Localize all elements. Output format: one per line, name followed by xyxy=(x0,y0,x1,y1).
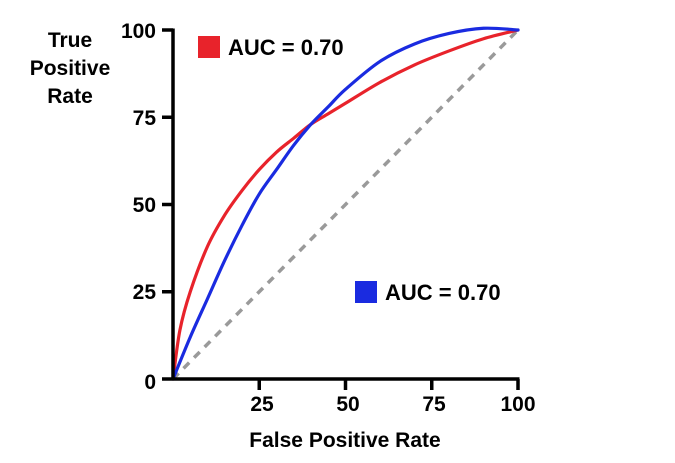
roc-curve-series-blue xyxy=(171,26,520,381)
y-axis-title-line-1: True xyxy=(48,29,92,52)
y-tick-label-25: 25 xyxy=(133,281,157,304)
y-tick-label-75: 75 xyxy=(133,107,157,130)
plot-area xyxy=(162,26,520,390)
legend-label-red: AUC = 0.70 xyxy=(228,35,344,60)
legend-swatch-red xyxy=(198,36,220,58)
x-tick-label-25: 25 xyxy=(250,393,274,416)
y-tick-label-100: 100 xyxy=(121,20,156,43)
legend-swatch-blue xyxy=(355,281,377,303)
x-tick-label-100: 100 xyxy=(500,393,535,416)
roc-curve-series-red xyxy=(171,28,520,381)
reference-diagonal-line xyxy=(171,28,520,381)
legend-label-blue: AUC = 0.70 xyxy=(385,280,501,305)
y-axis-title-line-3: Rate xyxy=(47,85,93,108)
y-axis-title-line-2: Positive xyxy=(30,57,111,80)
y-tick-label-50: 50 xyxy=(133,194,156,217)
x-axis-title: False Positive Rate xyxy=(249,429,440,452)
x-tick-label-50: 50 xyxy=(336,393,359,416)
y-tick-label-0: 0 xyxy=(144,371,156,394)
x-tick-label-75: 75 xyxy=(422,393,446,416)
